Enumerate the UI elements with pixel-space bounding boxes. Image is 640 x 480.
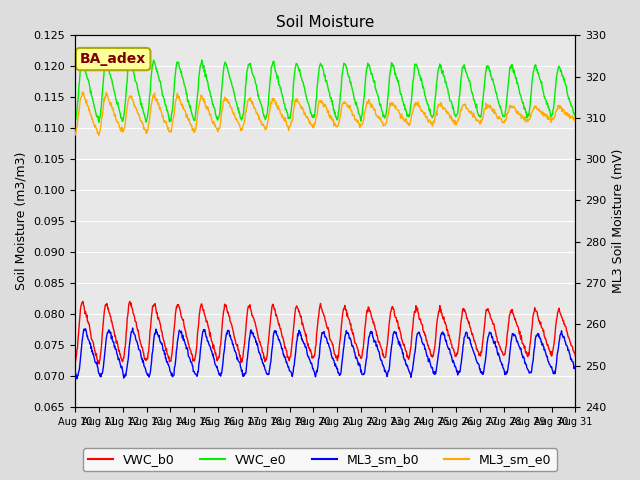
Y-axis label: ML3 Soil Moisture (mV): ML3 Soil Moisture (mV)	[612, 149, 625, 293]
Legend: VWC_b0, VWC_e0, ML3_sm_b0, ML3_sm_e0: VWC_b0, VWC_e0, ML3_sm_b0, ML3_sm_e0	[83, 448, 557, 471]
Y-axis label: Soil Moisture (m3/m3): Soil Moisture (m3/m3)	[15, 152, 28, 290]
Text: BA_adex: BA_adex	[80, 52, 147, 66]
Title: Soil Moisture: Soil Moisture	[276, 15, 374, 30]
